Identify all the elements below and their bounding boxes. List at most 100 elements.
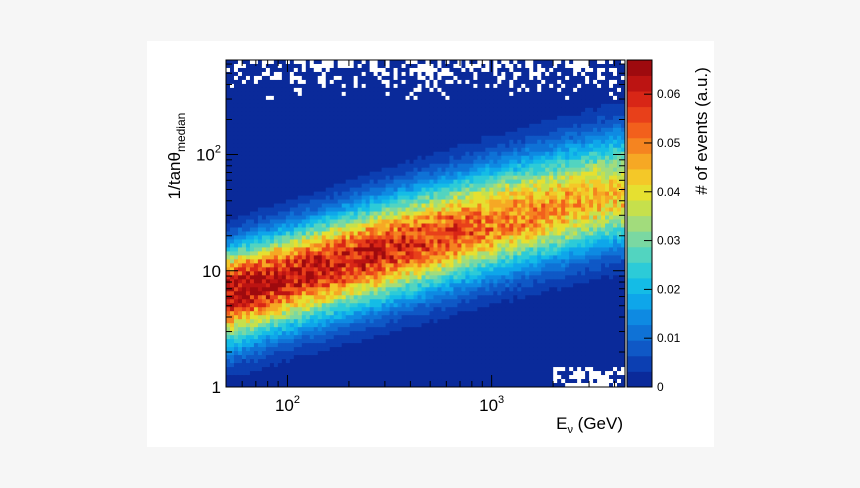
heatmap-cell [561, 187, 566, 192]
heatmap-cell [517, 167, 522, 173]
heatmap-cell [253, 119, 259, 125]
heatmap-cell [293, 147, 299, 153]
heatmap-cell [549, 219, 554, 224]
heatmap-cell [285, 167, 291, 173]
heatmap-cell [465, 87, 470, 93]
heatmap-cell [573, 147, 578, 153]
heatmap-cell [605, 103, 610, 109]
heatmap-cell [325, 63, 331, 69]
heatmap-cell [285, 91, 291, 97]
heatmap-cell [369, 63, 375, 69]
heatmap-cell [433, 139, 438, 145]
heatmap-cell [593, 227, 598, 232]
heatmap-cell [393, 255, 398, 260]
heatmap-cell [305, 119, 311, 125]
heatmap-cell [325, 143, 331, 149]
heatmap-cell [557, 63, 562, 69]
heatmap-cell [277, 127, 283, 133]
heatmap-cell [401, 63, 406, 69]
heatmap-cell [485, 83, 490, 89]
heatmap-cell [261, 135, 267, 141]
heatmap-cell [605, 111, 610, 117]
heatmap-cell [257, 103, 263, 109]
heatmap-cell [329, 119, 335, 125]
heatmap-cell [597, 191, 602, 196]
heatmap-cell [613, 187, 618, 192]
heatmap-cell [265, 163, 271, 169]
heatmap-cell [509, 227, 514, 232]
heatmap-cell [601, 67, 606, 73]
heatmap-cell [465, 75, 470, 81]
heatmap-cell [525, 135, 530, 141]
heatmap-cell [313, 87, 319, 93]
heatmap-cell [285, 215, 291, 220]
heatmap-cell [357, 147, 363, 153]
heatmap-cell [589, 131, 594, 137]
heatmap-cell [445, 111, 450, 117]
heatmap-cell [613, 235, 618, 240]
heatmap-cell [449, 187, 454, 192]
heatmap-cell [449, 247, 454, 252]
heatmap-cell [373, 99, 379, 105]
heatmap-cell [473, 231, 478, 236]
heatmap-cell [517, 159, 522, 165]
heatmap-cell [281, 79, 287, 85]
heatmap-cell [317, 187, 323, 192]
heatmap-cell [445, 63, 450, 69]
heatmap-cell [357, 171, 363, 177]
heatmap-cell [417, 115, 422, 121]
heatmap-cell [489, 171, 494, 177]
heatmap-cell [285, 199, 291, 204]
heatmap-cell [369, 111, 375, 117]
heatmap-cell [521, 60, 526, 65]
heatmap-cell [565, 199, 570, 204]
heatmap-cell [341, 143, 347, 149]
heatmap-cell [285, 67, 291, 73]
heatmap-cell [365, 79, 371, 85]
heatmap-cell [305, 251, 311, 256]
heatmap-cell [253, 227, 259, 232]
heatmap-cell [333, 99, 339, 105]
heatmap-cell [569, 115, 574, 121]
heatmap-cell [517, 63, 522, 69]
heatmap-cell [229, 67, 235, 73]
heatmap-cell [413, 239, 418, 244]
heatmap-cell [517, 243, 522, 248]
heatmap-cell [349, 251, 355, 256]
heatmap-cell [521, 99, 526, 105]
heatmap-cell [457, 79, 462, 85]
heatmap-cell [605, 235, 610, 240]
heatmap-cell [329, 147, 335, 153]
heatmap-cell [513, 191, 518, 196]
heatmap-cell [565, 223, 570, 228]
heatmap-cell [461, 99, 466, 105]
heatmap-cell [265, 183, 271, 189]
heatmap-cell [281, 171, 287, 177]
heatmap-cell [493, 211, 498, 216]
heatmap-cell [226, 143, 231, 149]
heatmap-cell [393, 123, 398, 129]
heatmap-cell [433, 187, 438, 192]
heatmap-cell [581, 131, 586, 137]
heatmap-cell [305, 71, 311, 77]
heatmap-cell [417, 99, 422, 105]
heatmap-cell [461, 111, 466, 117]
heatmap-cell [541, 83, 546, 89]
heatmap-cell [517, 127, 522, 133]
heatmap-cell [497, 179, 502, 185]
heatmap-cell [269, 207, 275, 212]
heatmap-cell [361, 63, 367, 69]
heatmap-cell [385, 163, 390, 169]
heatmap-cell [269, 139, 275, 145]
heatmap-cell [361, 171, 367, 177]
heatmap-cell [297, 215, 303, 220]
heatmap-cell [469, 115, 474, 121]
heatmap-cell [473, 215, 478, 220]
heatmap-cell [489, 143, 494, 149]
heatmap-cell [581, 255, 586, 260]
heatmap-cell [509, 211, 514, 216]
heatmap-cell [369, 255, 375, 260]
heatmap-cell [445, 163, 450, 169]
heatmap-cell [621, 83, 626, 89]
heatmap-cell [605, 135, 610, 141]
